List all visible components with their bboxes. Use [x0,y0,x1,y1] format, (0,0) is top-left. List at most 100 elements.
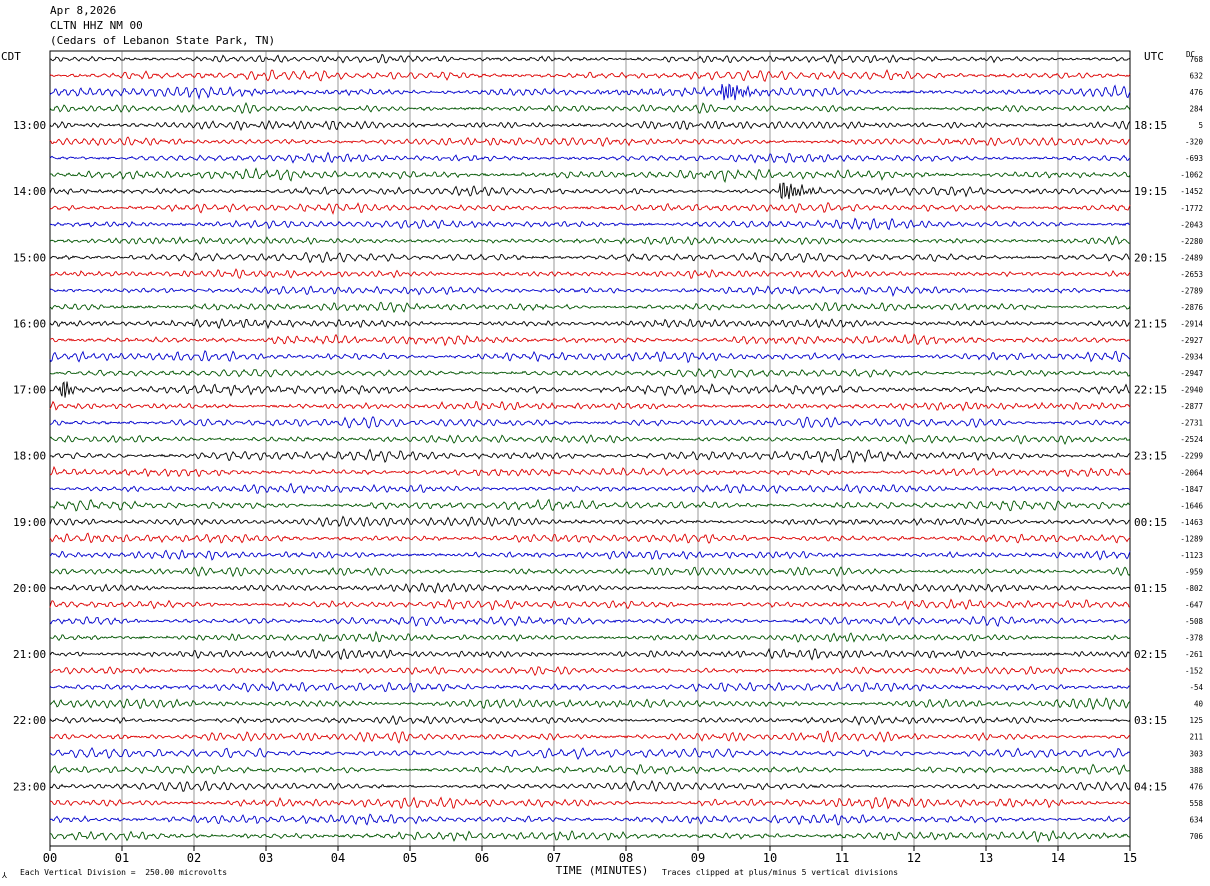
dc-offset-label: 476 [1189,88,1203,97]
seismic-trace-red [49,136,1131,148]
seismic-trace-green [49,498,1131,512]
clip-note: Traces clipped at plus/minus 5 vertical … [662,868,899,877]
corner-mark: ⅄ [2,871,7,880]
station-location: (Cedars of Lebanon State Park, TN) [50,34,276,47]
right-hour-label: 20:15 [1134,251,1167,264]
seismic-trace-black [49,119,1131,132]
left-hour-label: 19:00 [13,516,46,529]
x-tick-label: 05 [403,851,417,865]
dc-offset-label: -508 [1185,617,1204,626]
seismic-trace-blue [49,746,1131,761]
dc-offset-label: 211 [1189,733,1203,742]
left-hour-label: 21:00 [13,648,46,661]
x-tick-label: 11 [835,851,849,865]
seismic-trace-red [49,665,1131,677]
right-hour-label: 22:15 [1134,384,1167,397]
right-hour-label: 04:15 [1134,780,1167,793]
seismic-trace-black [49,714,1131,726]
dc-offset-label: -1289 [1180,534,1203,543]
dc-offset-label: -2524 [1180,435,1203,444]
seismic-trace-red [49,201,1131,215]
left-hour-label: 22:00 [13,714,46,727]
right-hour-label: 02:15 [1134,648,1167,661]
seismic-trace-blue [49,285,1131,297]
seismic-trace-green [49,566,1131,578]
right-hour-label: 03:15 [1134,714,1167,727]
dc-offset-label: -2489 [1180,253,1203,262]
seismic-trace-green [49,102,1131,115]
dc-offset-label: -261 [1185,650,1203,659]
dc-offset-label: 558 [1189,799,1203,808]
right-hour-label: 21:15 [1134,317,1167,330]
dc-offset-label: -2299 [1180,452,1203,461]
x-tick-label: 15 [1123,851,1137,865]
dc-offset-label: 303 [1189,749,1203,758]
seismic-trace-red [49,465,1131,478]
seismic-trace-red [49,69,1131,83]
seismic-trace-black [49,647,1131,661]
left-hour-label: 20:00 [13,582,46,595]
x-tick-label: 07 [547,851,561,865]
x-tick-label: 02 [187,851,201,865]
seismic-trace-red [49,400,1131,412]
seismic-trace-green [49,301,1131,314]
seismic-trace-green [49,630,1131,643]
left-timezone: CDT [1,50,21,63]
seismic-trace-blue [49,615,1131,627]
left-hour-label: 14:00 [13,185,46,198]
seismic-trace-black [49,448,1131,464]
dc-offset-label: 632 [1189,72,1203,81]
right-hour-label: 18:15 [1134,119,1167,132]
seismic-trace-blue [49,549,1131,561]
dc-offset-label: -1772 [1180,204,1203,213]
x-tick-label: 09 [691,851,705,865]
left-hour-label: 13:00 [13,119,46,132]
dc-offset-label: -2947 [1180,369,1203,378]
seismic-trace-green [49,167,1131,183]
dc-offset-label: -647 [1185,600,1203,609]
right-hour-label: 19:15 [1134,185,1167,198]
right-timezone: UTC [1144,50,1164,63]
seismic-trace-green [49,697,1131,711]
dc-offset-label: 768 [1189,55,1203,64]
dc-offset-label: -2934 [1180,353,1203,362]
dc-offset-label: -2653 [1180,270,1203,279]
seismic-trace-black [49,582,1131,594]
dc-offset-label: -2927 [1180,336,1203,345]
x-tick-label: 04 [331,851,345,865]
dc-offset-label: -802 [1185,584,1203,593]
x-tick-label: 14 [1051,851,1065,865]
seismic-trace-black [49,182,1131,200]
seismic-trace-blue [49,415,1131,429]
left-hour-label: 23:00 [13,780,46,793]
station-code: CLTN HHZ NM 00 [50,19,143,32]
dc-label: DC [1186,50,1196,59]
dc-offset-label: 706 [1189,832,1203,841]
dc-offset-label: 40 [1194,700,1204,709]
seismic-trace-blue [49,350,1131,364]
seismic-trace-black [49,318,1131,330]
seismic-trace-black [49,381,1131,398]
x-tick-label: 12 [907,851,921,865]
dc-offset-label: -2789 [1180,286,1203,295]
dc-offset-label: 5 [1198,121,1203,130]
right-hour-label: 00:15 [1134,516,1167,529]
x-tick-label: 01 [115,851,129,865]
dc-offset-label: -1123 [1180,551,1203,560]
seismic-trace-blue [49,482,1131,495]
left-hour-label: 18:00 [13,450,46,463]
dc-offset-label: 125 [1189,716,1203,725]
x-tick-label: 03 [259,851,273,865]
seismic-trace-red [49,598,1131,611]
seismic-trace-black [49,53,1131,65]
dc-offset-label: -152 [1185,667,1203,676]
right-hour-label: 01:15 [1134,582,1167,595]
dc-offset-label: -378 [1185,634,1204,643]
seismic-trace-blue [49,217,1131,231]
x-tick-label: 06 [475,851,489,865]
division-note: Each Vertical Division = 250.00 microvol… [20,868,228,877]
seismic-trace-green [49,367,1131,379]
x-tick-label: 13 [979,851,993,865]
dc-offset-label: -1452 [1180,187,1203,196]
